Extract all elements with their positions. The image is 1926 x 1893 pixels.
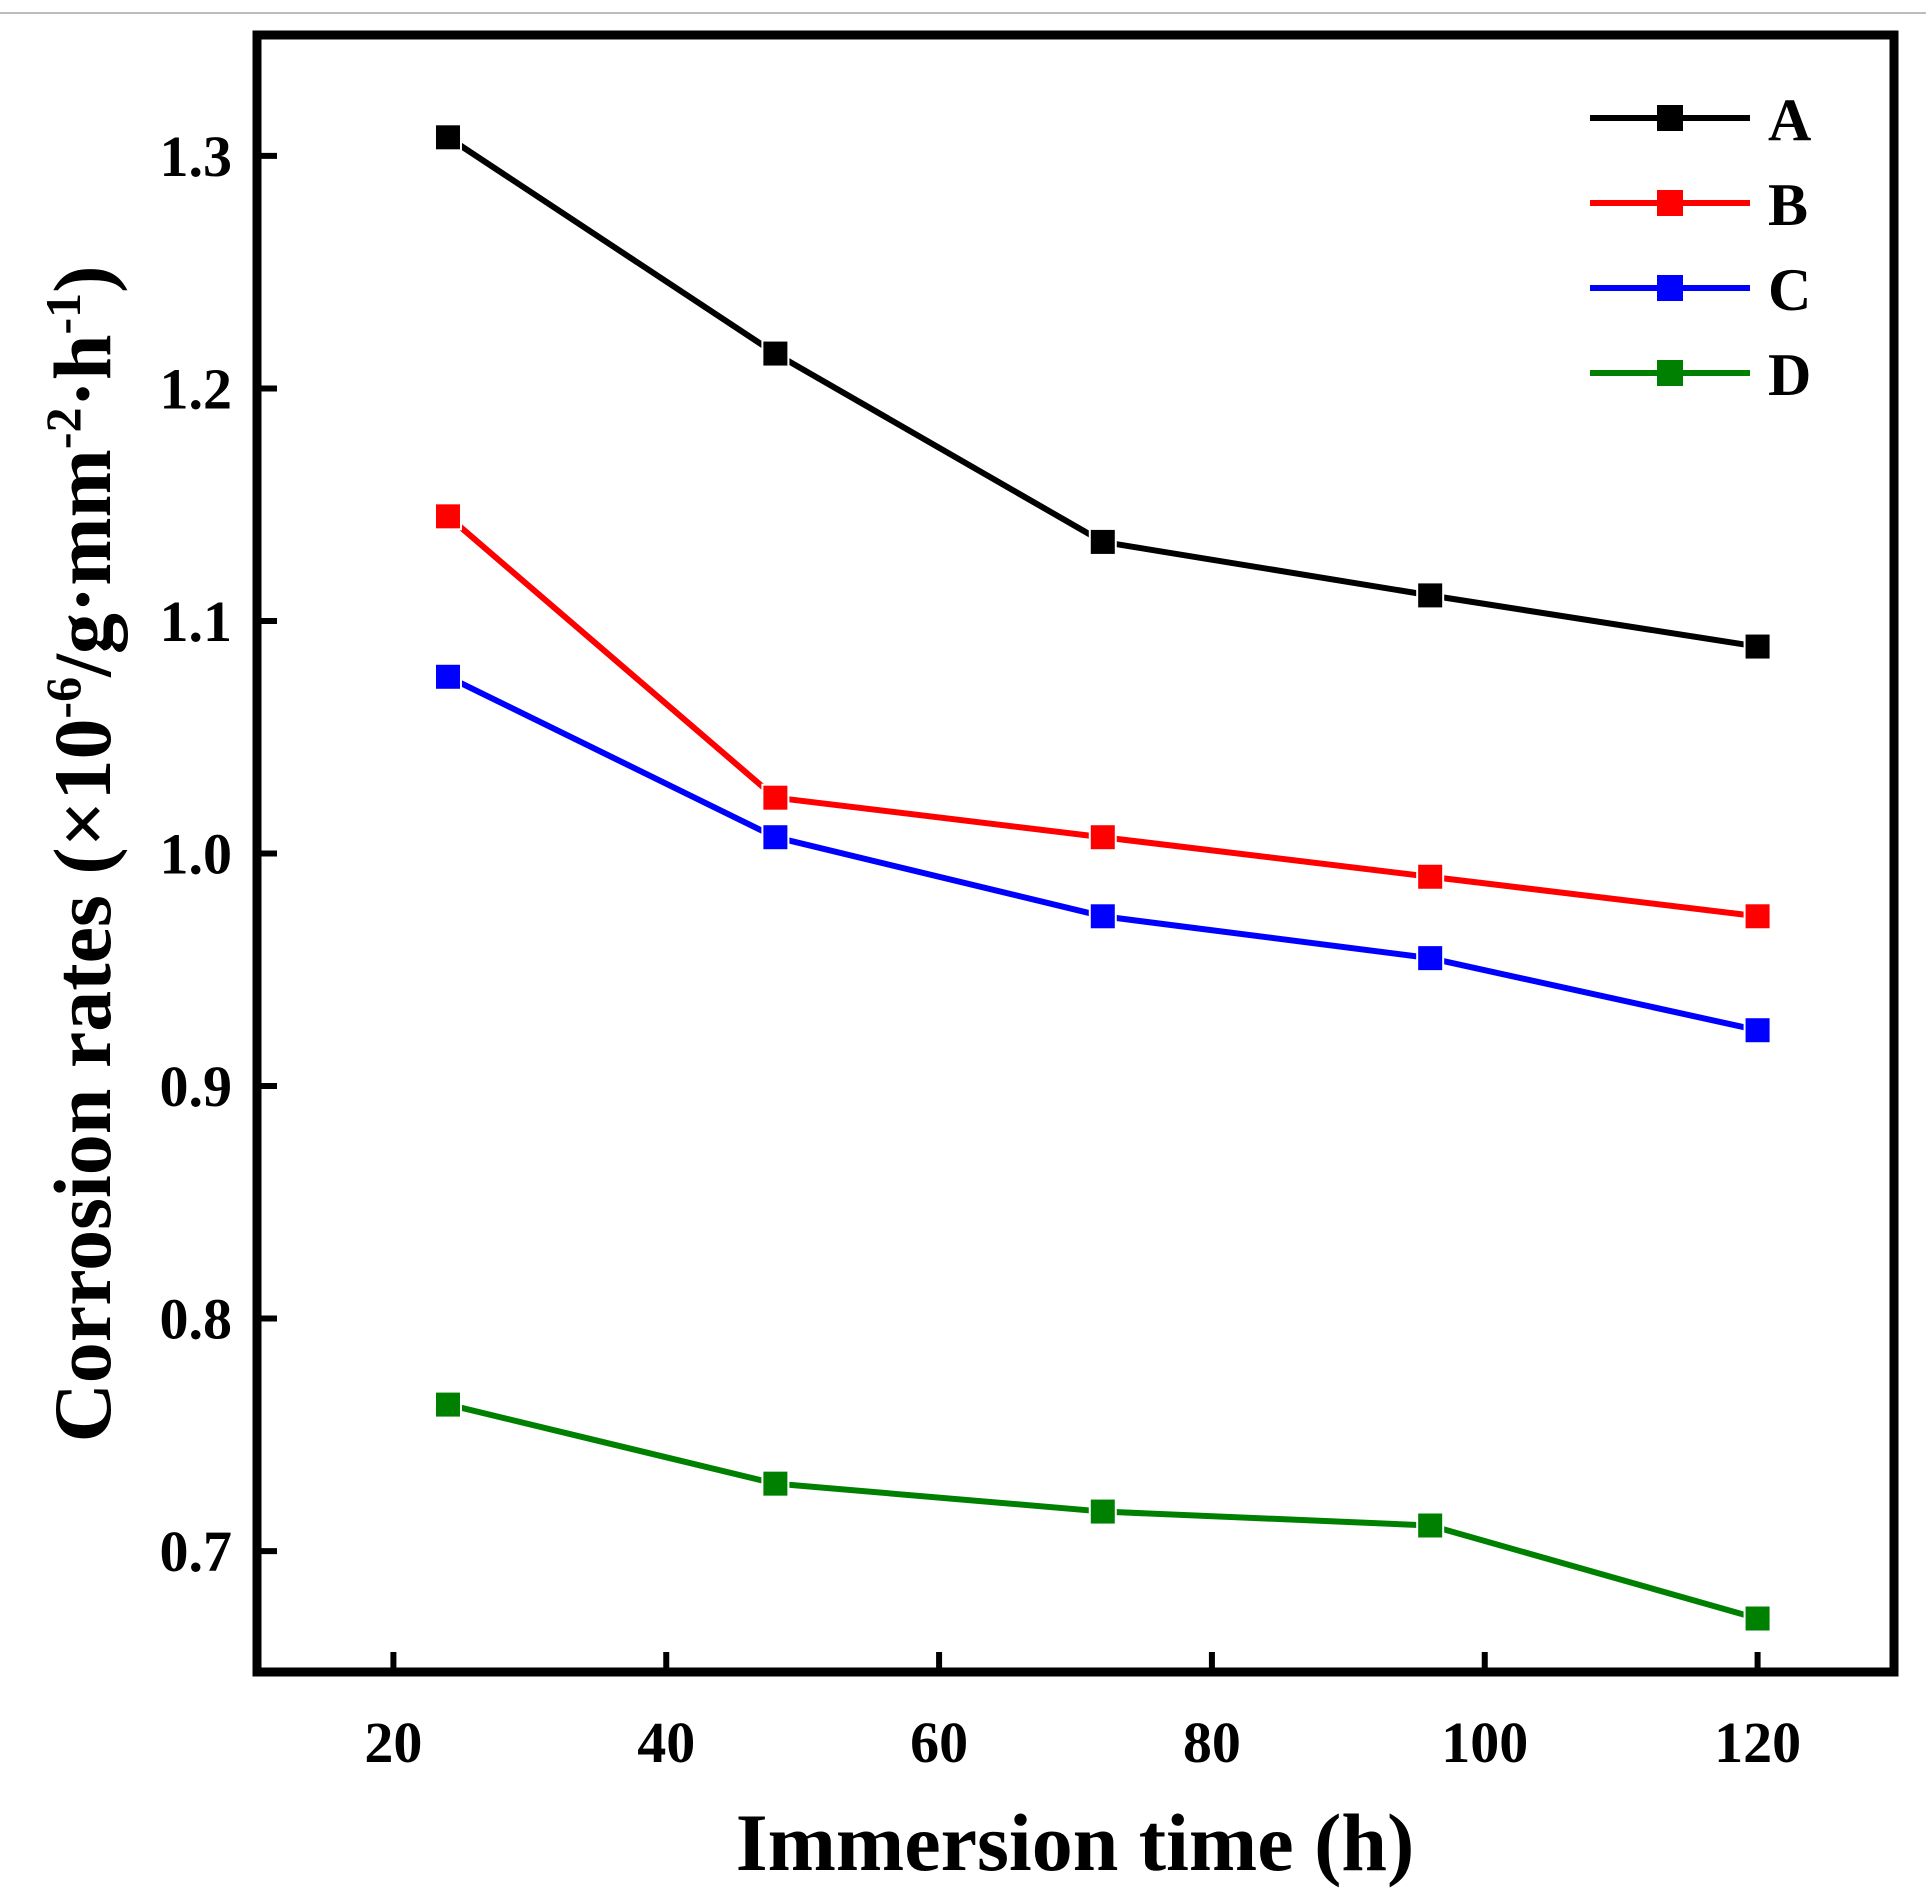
series-d-point bbox=[761, 1469, 790, 1498]
y-tick-label: 1.0 bbox=[160, 822, 233, 887]
x-tick-label: 120 bbox=[1714, 1710, 1801, 1775]
x-axis-title: Immersion time (h) bbox=[736, 1797, 1415, 1888]
series-c-line bbox=[446, 674, 1759, 1034]
series-a-line bbox=[446, 134, 1759, 650]
series-c-point bbox=[1416, 944, 1445, 973]
series-b-point bbox=[761, 783, 790, 812]
y-axis-title: Corrosion rates (×10-6/g·mm-2·h-1) bbox=[35, 266, 128, 1443]
x-tick-label: 80 bbox=[1183, 1710, 1241, 1775]
y-tick-label: 0.9 bbox=[160, 1054, 233, 1119]
series-b-point bbox=[1088, 823, 1117, 852]
x-tick-label: 100 bbox=[1441, 1710, 1528, 1775]
x-tick-label: 60 bbox=[910, 1710, 968, 1775]
series-a-point bbox=[1088, 527, 1117, 556]
series-layer bbox=[433, 123, 1772, 1633]
legend-d-marker bbox=[1657, 360, 1683, 386]
legend-a-label: A bbox=[1768, 87, 1811, 153]
y-tick-label: 0.8 bbox=[160, 1287, 233, 1352]
series-b-point bbox=[433, 502, 462, 531]
y-tick-label: 1.1 bbox=[160, 589, 233, 654]
y-axis-title-mid-2: ·h bbox=[37, 335, 128, 408]
y-tick-label: 0.7 bbox=[160, 1519, 233, 1584]
series-d-point bbox=[433, 1390, 462, 1419]
y-axis-title-sup-1: -6 bbox=[35, 677, 91, 719]
x-tick-label: 20 bbox=[364, 1710, 422, 1775]
legend-c-label: C bbox=[1768, 257, 1811, 323]
series-c-point bbox=[433, 662, 462, 691]
y-tick-label: 1.2 bbox=[160, 356, 233, 421]
series-c-point bbox=[1088, 902, 1117, 931]
series-b-point bbox=[1743, 902, 1772, 931]
legend-a-marker bbox=[1657, 105, 1683, 131]
y-axis-title-sup-3: -1 bbox=[35, 293, 91, 335]
y-axis-title-sup-2: -2 bbox=[35, 407, 91, 449]
series-d-point bbox=[1416, 1511, 1445, 1540]
series-a-point bbox=[433, 123, 462, 152]
series-c-point bbox=[761, 823, 790, 852]
legend-b-marker bbox=[1657, 190, 1683, 216]
series-b-line bbox=[446, 514, 1758, 920]
y-axis-title-mid: /g·mm bbox=[37, 449, 128, 678]
series-b-point bbox=[1416, 862, 1445, 891]
series-d-point bbox=[1743, 1604, 1772, 1633]
legend-d-label: D bbox=[1768, 342, 1811, 408]
series-a-point bbox=[761, 339, 790, 368]
legend-c-marker bbox=[1657, 275, 1683, 301]
y-axis-title-prefix: Corrosion rates (×10 bbox=[37, 719, 128, 1443]
plot-frame bbox=[252, 30, 1899, 1677]
ticks-layer: 20 40 60 80 100 120 0.7 0.8 0.9 1.0 1.1 1.2 1.3 bbox=[160, 124, 1802, 1775]
series-d-point bbox=[1088, 1497, 1117, 1526]
series-a-point bbox=[1743, 632, 1772, 661]
series-c-point bbox=[1743, 1016, 1772, 1045]
y-tick-label: 1.3 bbox=[160, 124, 233, 189]
x-tick-label: 40 bbox=[637, 1710, 695, 1775]
legend-b-label: B bbox=[1768, 172, 1808, 238]
y-axis-title-suffix: ) bbox=[37, 266, 128, 293]
series-a-point bbox=[1416, 581, 1445, 610]
